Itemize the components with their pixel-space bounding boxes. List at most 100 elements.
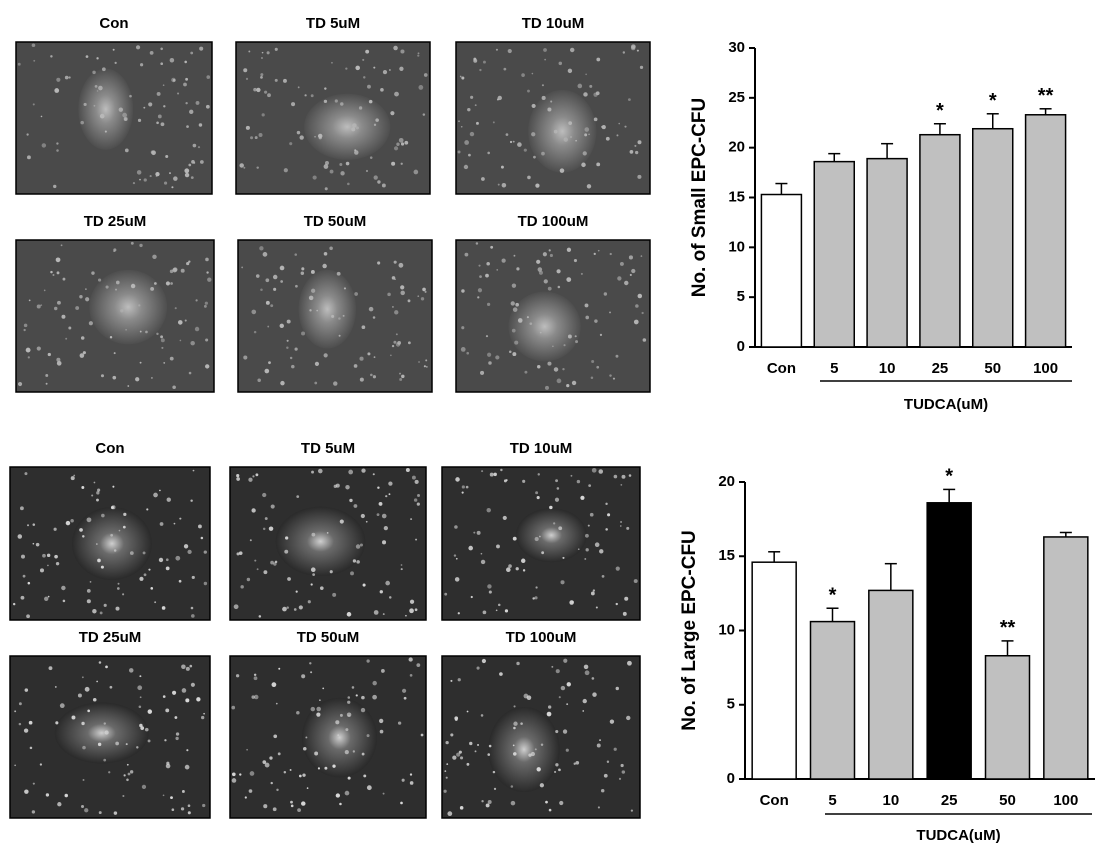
cell (243, 355, 248, 360)
micrograph (455, 41, 651, 195)
cell (267, 325, 270, 328)
cell (319, 699, 321, 702)
cell (495, 48, 499, 51)
cell (271, 682, 277, 688)
cell (25, 347, 31, 353)
cell (265, 278, 270, 283)
cell (55, 561, 60, 566)
cell (633, 319, 639, 325)
cell (403, 696, 407, 700)
cell (62, 277, 66, 281)
micrograph (15, 239, 215, 393)
cell (289, 356, 293, 360)
x-tick-label: Con (760, 792, 789, 809)
cell (347, 776, 351, 780)
cell (345, 67, 348, 70)
significance-label: * (829, 585, 837, 607)
cell (563, 344, 566, 347)
cell (93, 481, 96, 484)
cell (160, 62, 164, 66)
cell (83, 102, 87, 107)
cell (400, 290, 405, 296)
cell (582, 698, 587, 704)
cell (485, 273, 489, 278)
cell (537, 365, 541, 369)
cell (362, 58, 365, 61)
cell (132, 181, 136, 185)
cell (626, 715, 631, 721)
cell (171, 808, 175, 812)
cell (157, 114, 162, 119)
cell (143, 106, 146, 109)
cell (255, 473, 259, 477)
cell (258, 615, 262, 618)
cell (118, 107, 124, 112)
x-tick-label: 100 (1033, 360, 1058, 377)
cell (205, 338, 209, 342)
cell (363, 76, 366, 79)
micrograph (15, 41, 213, 195)
cell (485, 335, 489, 338)
cell (96, 57, 99, 60)
cell (22, 574, 26, 578)
cell (607, 513, 611, 517)
cell (574, 335, 577, 338)
micrograph-label: Con (99, 15, 128, 32)
cell (59, 703, 65, 709)
bar (809, 620, 856, 780)
cell (189, 664, 193, 668)
cell (329, 246, 333, 251)
cell (450, 679, 453, 682)
cell (334, 99, 338, 103)
cell (375, 118, 379, 122)
cell (165, 708, 170, 713)
cell (180, 807, 185, 811)
cell (479, 275, 482, 279)
cell (339, 163, 343, 167)
bar (751, 561, 797, 780)
cell (475, 121, 479, 125)
cell (490, 245, 494, 249)
cell (420, 297, 425, 301)
x-tick-label: 50 (999, 792, 1016, 809)
cell (351, 686, 355, 689)
cell (377, 261, 381, 265)
cell (480, 559, 486, 565)
cell (405, 468, 410, 472)
significance-label: ** (1000, 617, 1016, 639)
cell (513, 705, 516, 708)
cell (348, 714, 350, 717)
cell (190, 176, 194, 180)
cell (39, 763, 43, 766)
cell (580, 495, 585, 500)
cell (169, 58, 175, 63)
cell (605, 136, 610, 141)
cell (527, 89, 530, 93)
cell (195, 100, 200, 105)
cell (385, 580, 390, 586)
cell (548, 705, 552, 709)
cell (488, 744, 492, 748)
cell (570, 474, 573, 477)
cell (266, 51, 270, 55)
cell (512, 352, 517, 357)
cell (634, 144, 637, 147)
cell (316, 706, 321, 712)
cell (149, 50, 154, 55)
cell (586, 184, 592, 189)
cell (205, 364, 210, 369)
cell (553, 367, 559, 372)
cell (47, 352, 51, 357)
cell (460, 347, 466, 352)
cell (104, 130, 107, 133)
micrograph-label: Con (95, 440, 124, 457)
cell (636, 49, 639, 52)
cell (322, 687, 325, 690)
cell (123, 774, 126, 777)
cell (56, 357, 61, 362)
cell (80, 804, 85, 808)
cell (537, 473, 540, 476)
cell (175, 736, 179, 741)
y-tick-label: 0 (727, 770, 735, 787)
cell (206, 75, 211, 79)
